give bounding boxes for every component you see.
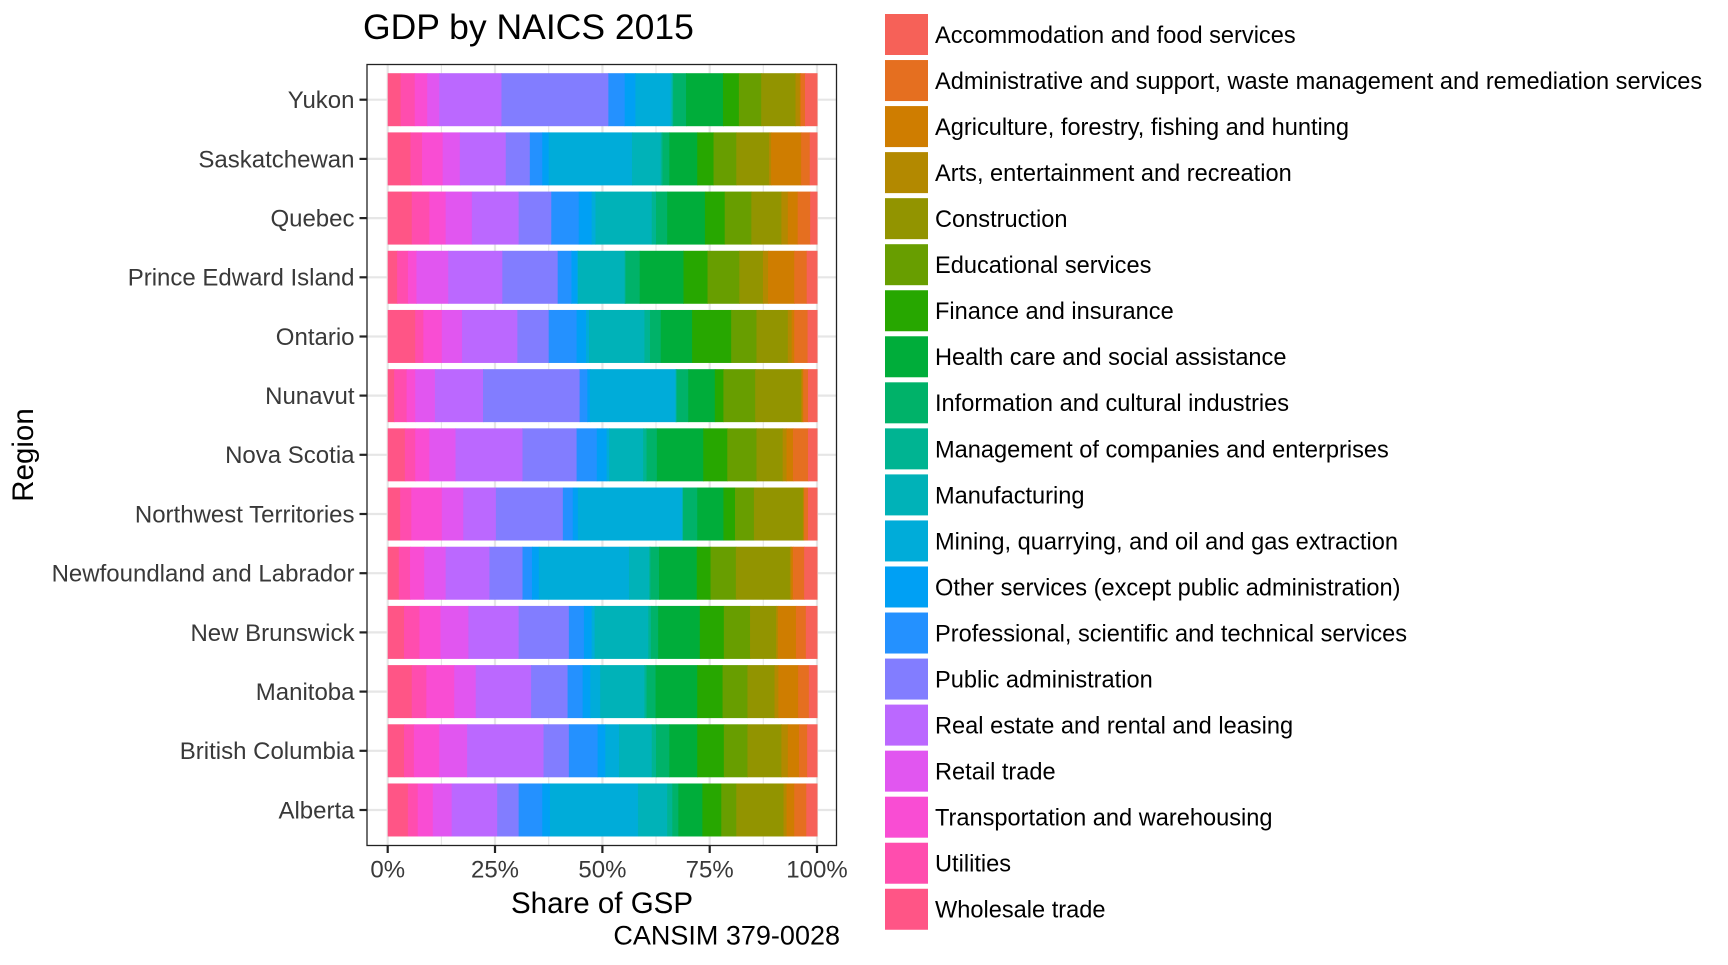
svg-text:Nova Scotia: Nova Scotia <box>225 442 355 469</box>
svg-text:Wholesale trade: Wholesale trade <box>935 898 1106 924</box>
svg-text:Accommodation and food service: Accommodation and food services <box>935 23 1296 49</box>
svg-text:50%: 50% <box>578 857 626 884</box>
svg-text:Retail trade: Retail trade <box>935 760 1056 786</box>
svg-text:Professional, scientific and t: Professional, scientific and technical s… <box>935 621 1407 647</box>
svg-text:Public administration: Public administration <box>935 667 1153 693</box>
svg-text:Mining, quarrying, and oil and: Mining, quarrying, and oil and gas extra… <box>935 529 1398 555</box>
svg-text:Administrative and support, wa: Administrative and support, waste manage… <box>935 69 1702 95</box>
svg-text:25%: 25% <box>471 857 519 884</box>
svg-text:Nunavut: Nunavut <box>265 383 355 410</box>
svg-text:Saskatchewan: Saskatchewan <box>198 146 354 173</box>
svg-text:0%: 0% <box>370 857 405 884</box>
svg-text:Ontario: Ontario <box>276 324 355 351</box>
svg-text:GDP by NAICS 2015: GDP by NAICS 2015 <box>363 7 694 47</box>
svg-text:Region: Region <box>7 408 40 501</box>
svg-text:Arts, entertainment and recrea: Arts, entertainment and recreation <box>935 161 1292 187</box>
svg-text:Prince Edward Island: Prince Edward Island <box>128 265 355 292</box>
svg-text:Northwest Territories: Northwest Territories <box>135 501 355 528</box>
svg-text:Construction: Construction <box>935 207 1067 233</box>
svg-text:Information and cultural indus: Information and cultural industries <box>935 391 1289 417</box>
svg-text:British Columbia: British Columbia <box>180 738 355 765</box>
svg-text:Quebec: Quebec <box>270 206 354 233</box>
svg-text:Utilities: Utilities <box>935 852 1011 878</box>
svg-text:Manufacturing: Manufacturing <box>935 483 1085 509</box>
svg-text:Health care and social assista: Health care and social assistance <box>935 345 1286 371</box>
svg-text:Educational services: Educational services <box>935 253 1151 279</box>
svg-text:Newfoundland and Labrador: Newfoundland and Labrador <box>52 561 355 588</box>
svg-text:Transportation and warehousing: Transportation and warehousing <box>935 806 1273 832</box>
svg-text:Yukon: Yukon <box>288 87 355 114</box>
svg-text:CANSIM 379-0028: CANSIM 379-0028 <box>613 921 840 951</box>
svg-text:Manitoba: Manitoba <box>256 679 355 706</box>
svg-text:Share of GSP: Share of GSP <box>511 887 693 920</box>
svg-text:Other services (except public: Other services (except public administra… <box>935 575 1401 601</box>
svg-text:Alberta: Alberta <box>278 797 355 824</box>
svg-text:Finance and insurance: Finance and insurance <box>935 299 1174 325</box>
svg-text:Agriculture, forestry, fishing: Agriculture, forestry, fishing and hunti… <box>935 115 1349 141</box>
svg-text:Real estate and rental and lea: Real estate and rental and leasing <box>935 714 1293 740</box>
svg-text:Management of companies and en: Management of companies and enterprises <box>935 437 1389 463</box>
svg-text:New Brunswick: New Brunswick <box>190 620 355 647</box>
svg-text:100%: 100% <box>786 857 847 884</box>
svg-text:75%: 75% <box>686 857 734 884</box>
